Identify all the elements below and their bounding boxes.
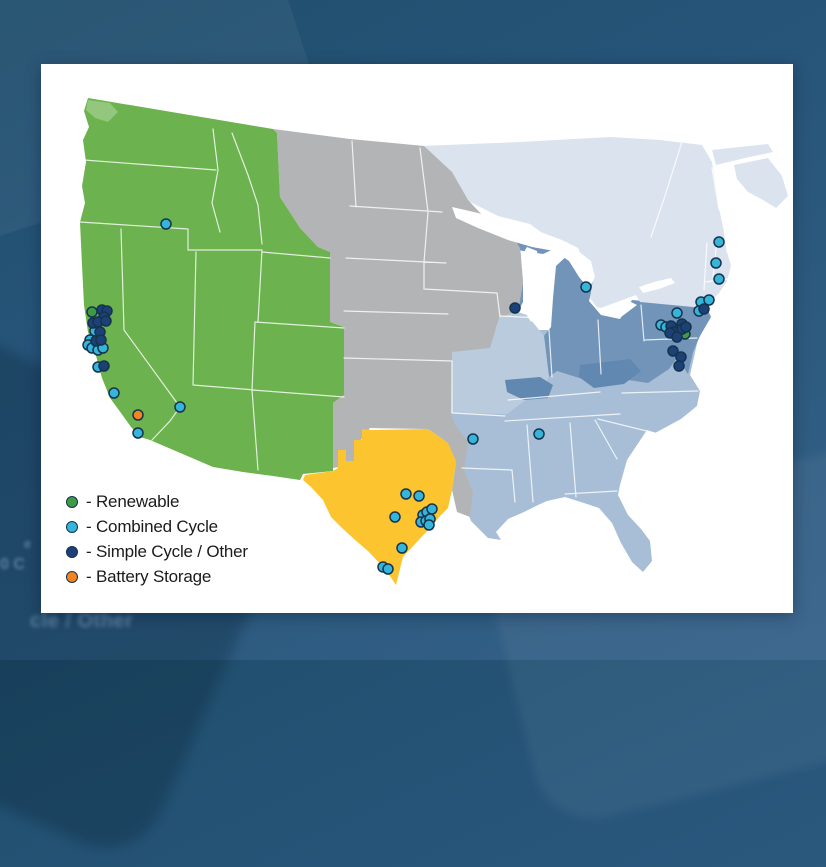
legend-dot-icon [66,520,78,533]
background-text-fragment: 0 C [0,556,25,573]
lake-michigan [521,247,541,322]
region-plains [273,129,524,517]
plant-dot-combined_cycle [713,273,725,285]
legend-dot-icon [66,545,78,558]
legend-item: - Renewable [66,489,248,514]
plant-dot-simple_cycle_other [667,345,679,357]
plant-dot-simple_cycle_other [698,303,710,315]
legend-item-label: - Battery Storage [86,566,212,586]
legend-dot-icon [66,570,78,583]
plant-dot-combined_cycle [396,542,408,554]
plant-dot-combined_cycle [467,433,479,445]
plant-dot-simple_cycle_other [673,360,685,372]
legend-item-label: - Simple Cycle / Other [86,541,248,561]
region-olympic-peninsula [86,100,118,122]
plant-dot-battery_storage [132,409,144,421]
plant-dots-layer [82,218,725,575]
plant-dot-simple_cycle_other [680,321,692,333]
plant-dot-combined_cycle [382,563,394,575]
plant-dot-simple_cycle_other [509,302,521,314]
plant-dot-combined_cycle [423,519,435,531]
legend-item-label: - Combined Cycle [86,516,218,536]
plant-dot-simple_cycle_other [100,315,112,327]
plant-dot-simple_cycle_other [98,360,110,372]
plant-dot-combined_cycle [389,511,401,523]
legend-item: - Simple Cycle / Other [66,539,248,564]
plant-dot-combined_cycle [160,218,172,230]
plant-dot-combined_cycle [132,427,144,439]
plant-dot-simple_cycle_other [671,331,683,343]
plant-dot-renewable [86,306,98,318]
plant-dot-combined_cycle [580,281,592,293]
plant-dot-combined_cycle [713,236,725,248]
plant-dot-combined_cycle [533,428,545,440]
plant-dot-combined_cycle [413,490,425,502]
plant-dot-combined_cycle [400,488,412,500]
region-west [80,98,344,480]
plant-dot-combined_cycle [174,401,186,413]
lake-huron [556,247,595,289]
region-west-kentucky-accent [505,377,553,400]
legend-item: - Battery Storage [66,564,248,589]
legend-item-label: - Renewable [86,491,180,511]
lake-erie [597,302,637,317]
region-virginia-accent [579,359,641,388]
plant-dot-combined_cycle [703,294,715,306]
lake-ontario [639,278,675,293]
plant-dot-combined_cycle [426,503,438,515]
plant-dot-simple_cycle_other [95,334,107,346]
legend-item: - Combined Cycle [66,514,248,539]
background-text-fragment: e [24,536,32,551]
legend: - Renewable - Combined Cycle - Simple Cy… [66,489,248,589]
region-gaspe-strip [712,144,773,165]
plant-dot-combined_cycle [108,387,120,399]
plant-dot-combined_cycle [710,257,722,269]
region-maritimes [734,158,788,208]
plant-dot-combined_cycle [671,307,683,319]
region-texas-ercot [303,429,456,585]
lake-superior [452,207,581,255]
background-text-fragment: cle / Other [30,610,134,632]
region-northeast-canada [420,137,731,309]
us-power-plant-map [79,98,788,585]
legend-dot-icon [66,495,78,508]
